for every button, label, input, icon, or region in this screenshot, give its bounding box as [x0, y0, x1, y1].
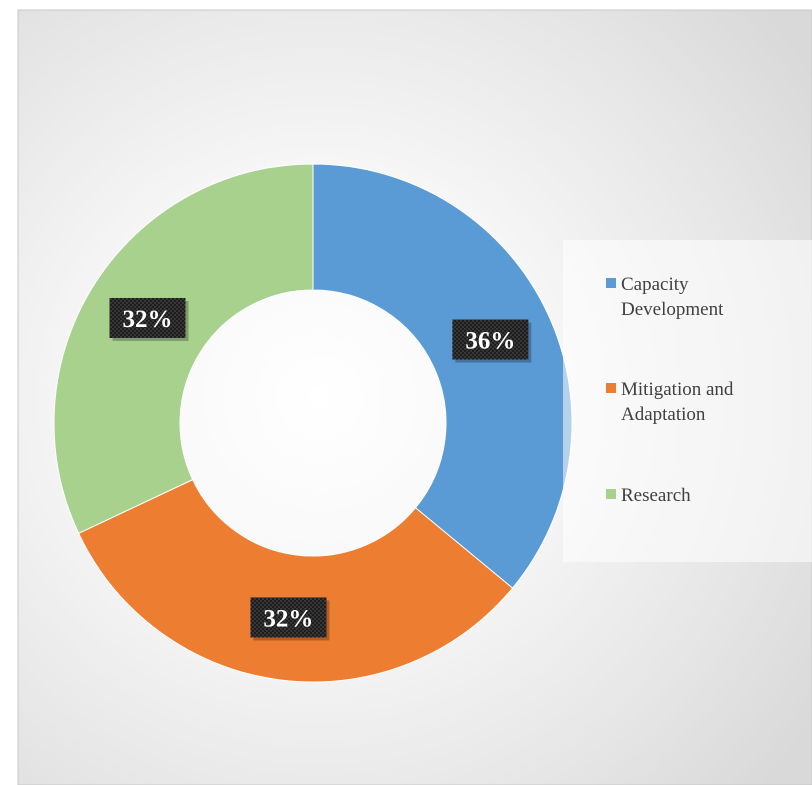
data-label-mitigation-and-adaptation: 32%	[250, 597, 330, 641]
data-label-box	[452, 319, 529, 360]
legend-swatch-capacity-development	[606, 278, 616, 288]
data-label-box	[109, 297, 186, 338]
data-label-box	[250, 597, 327, 638]
legend-item-mitigation-and-adaptation: Mitigation and Adaptation	[606, 377, 791, 427]
legend-item-capacity-development: Capacity Development	[606, 272, 791, 322]
data-label-capacity-development: 36%	[452, 319, 532, 363]
legend-label-research: Research	[621, 485, 691, 506]
legend-label-mitigation-and-adaptation: Mitigation and Adaptation	[621, 379, 734, 425]
legend-label-capacity-development: Capacity Development	[621, 274, 724, 320]
legend-swatch-mitigation-and-adaptation	[606, 383, 616, 393]
donut-slice-mitigation-and-adaptation	[77, 478, 514, 683]
legend-item-research: Research	[606, 483, 791, 508]
donut-slice-capacity-development	[312, 163, 573, 589]
data-label-text-mitigation-and-adaptation: 32%	[263, 605, 313, 632]
data-label-research: 32%	[109, 297, 189, 341]
legend: Capacity Development Mitigation and Adap…	[563, 240, 812, 562]
data-label-text-research: 32%	[123, 306, 173, 333]
data-label-text-capacity-development: 36%	[465, 328, 515, 355]
legend-swatch-research	[606, 489, 616, 499]
donut-slice-research	[53, 163, 314, 534]
